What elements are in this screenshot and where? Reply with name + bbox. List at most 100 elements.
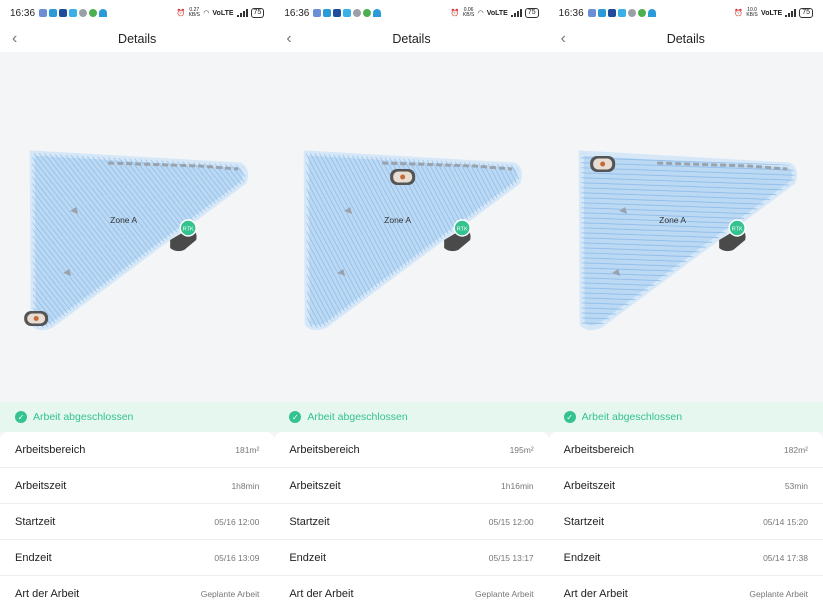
mower-robot-icon xyxy=(390,169,416,185)
map-canvas: Zone A RTK xyxy=(578,150,797,331)
detail-row-work-time: Arbeitszeit 1h8min xyxy=(0,468,275,504)
status-time: 16:36 xyxy=(10,7,36,19)
chevron-left-icon[interactable]: ‹ xyxy=(560,30,566,47)
app-notification-icon xyxy=(627,9,636,17)
status-right: ⏰ 10.0 KB/S VoLTE 75 xyxy=(734,8,813,18)
app-notification-icon xyxy=(333,9,342,17)
page-title: Details xyxy=(666,32,705,46)
map-canvas: Zone A RTK xyxy=(303,150,523,331)
detail-label: Endzeit xyxy=(289,551,327,564)
detail-row-start-time: Startzeit 05/15 12:00 xyxy=(274,504,549,540)
completion-status: Arbeit abgeschlossen xyxy=(33,411,134,423)
app-notification-icon xyxy=(49,9,58,17)
app-notification-icon xyxy=(353,9,362,17)
home-app-icon xyxy=(647,9,656,17)
detail-label: Arbeitszeit xyxy=(563,479,616,492)
detail-row-work-time: Arbeitszeit 1h16min xyxy=(274,468,549,504)
notification-icons xyxy=(39,9,108,17)
detail-value: Geplante Arbeit xyxy=(749,588,808,599)
battery-indicator: 75 xyxy=(250,8,265,18)
app-notification-icon xyxy=(607,9,616,17)
signal-icon xyxy=(785,9,797,17)
detail-label: Arbeitsbereich xyxy=(15,443,86,456)
app-notification-icon xyxy=(363,9,372,17)
detail-value: Geplante Arbeit xyxy=(475,588,534,599)
volte-label: VoLTE xyxy=(212,9,234,17)
completion-status: Arbeit abgeschlossen xyxy=(307,411,408,423)
check-circle-icon: ✓ xyxy=(15,411,27,423)
obstacle-marker xyxy=(70,207,79,214)
signal-icon xyxy=(236,9,248,17)
detail-row-work-area: Arbeitsbereich 182m² xyxy=(548,432,823,468)
check-circle-icon: ✓ xyxy=(563,411,576,423)
completion-status: Arbeit abgeschlossen xyxy=(581,411,683,423)
detail-label: Startzeit xyxy=(563,515,605,528)
mowing-map[interactable]: Zone A RTK xyxy=(549,52,823,402)
notification-icons xyxy=(587,9,656,17)
detail-value: 181m² xyxy=(235,444,260,455)
status-right: ⏰ 0.06 KB/S ◠ VoLTE 75 xyxy=(451,8,539,18)
app-notification-icon xyxy=(343,9,352,17)
chevron-left-icon[interactable]: ‹ xyxy=(12,30,18,47)
details-screen-2: 16:36 ⏰ 0.06 KB/S ◠ VoLTE 75 ‹ Detail xyxy=(274,0,549,609)
status-right: ⏰ 0.27 KB/S ◠ VoLTE 75 xyxy=(177,8,265,18)
network-speed: 10.0 KB/S xyxy=(746,7,758,18)
rtk-station-icon xyxy=(453,219,472,237)
rtk-label: RTK xyxy=(457,227,468,233)
boundary-obstacle xyxy=(108,161,239,171)
detail-label: Endzeit xyxy=(563,551,601,564)
battery-indicator: 75 xyxy=(524,8,539,18)
status-time: 16:36 xyxy=(284,7,310,19)
mowing-path-lines xyxy=(306,153,520,328)
volte-label: VoLTE xyxy=(486,9,508,17)
detail-value: Geplante Arbeit xyxy=(200,588,260,599)
rtk-station-icon xyxy=(179,219,197,237)
network-speed: 0.27 KB/S xyxy=(188,7,200,18)
app-header: ‹ Details xyxy=(0,26,275,52)
mowing-map[interactable]: Zone A RTK xyxy=(0,52,274,402)
zone-label: Zone A xyxy=(659,215,686,225)
notification-icons xyxy=(313,9,382,17)
detail-value: 05/16 12:00 xyxy=(214,516,260,527)
mowing-path-lines xyxy=(580,153,795,328)
chevron-left-icon[interactable]: ‹ xyxy=(286,30,292,47)
home-app-icon xyxy=(373,9,382,17)
detail-row-start-time: Startzeit 05/14 15:20 xyxy=(548,504,823,540)
app-notification-icon xyxy=(637,9,646,17)
app-notification-icon xyxy=(39,9,48,17)
boundary-obstacle xyxy=(382,161,513,171)
detail-row-work-area: Arbeitsbereich 195m² xyxy=(274,432,549,468)
status-bar: 16:36 ⏰ 0.06 KB/S ◠ VoLTE 75 xyxy=(274,0,549,26)
detail-value: 1h16min xyxy=(501,480,534,491)
detail-value: 05/16 13:09 xyxy=(214,552,260,563)
detail-value: 195m² xyxy=(509,444,534,455)
rtk-station-icon xyxy=(728,219,746,237)
page-title: Details xyxy=(392,32,431,46)
boundary-obstacle xyxy=(656,161,787,171)
detail-value: 182m² xyxy=(783,444,808,455)
status-banner: ✓ Arbeit abgeschlossen xyxy=(274,402,549,432)
battery-indicator: 75 xyxy=(799,8,813,18)
mowing-path-lines xyxy=(32,153,246,328)
detail-label: Endzeit xyxy=(15,551,52,564)
detail-row-work-type: Art der Arbeit Geplante Arbeit xyxy=(0,576,274,609)
detail-value: 05/15 12:00 xyxy=(488,516,534,527)
detail-value: 05/14 15:20 xyxy=(763,516,808,527)
home-app-icon xyxy=(99,9,108,17)
app-notification-icon xyxy=(69,9,78,17)
status-banner: ✓ Arbeit abgeschlossen xyxy=(0,402,275,432)
detail-value: 53min xyxy=(784,480,808,491)
alarm-icon: ⏰ xyxy=(450,10,460,17)
status-bar: 16:36 ⏰ 0.27 KB/S ◠ VoLTE 75 xyxy=(0,0,275,26)
obstacle-marker xyxy=(337,269,346,276)
volte-label: VoLTE xyxy=(761,9,783,17)
detail-label: Startzeit xyxy=(15,515,56,528)
detail-row-start-time: Startzeit 05/16 12:00 xyxy=(0,504,275,540)
mowing-map[interactable]: Zone A RTK xyxy=(274,52,548,402)
detail-row-work-type: Art der Arbeit Geplante Arbeit xyxy=(549,576,823,609)
obstacle-marker xyxy=(611,269,620,276)
mower-robot-icon xyxy=(589,156,615,172)
app-header: ‹ Details xyxy=(548,26,823,52)
detail-row-end-time: Endzeit 05/16 13:09 xyxy=(0,540,275,576)
